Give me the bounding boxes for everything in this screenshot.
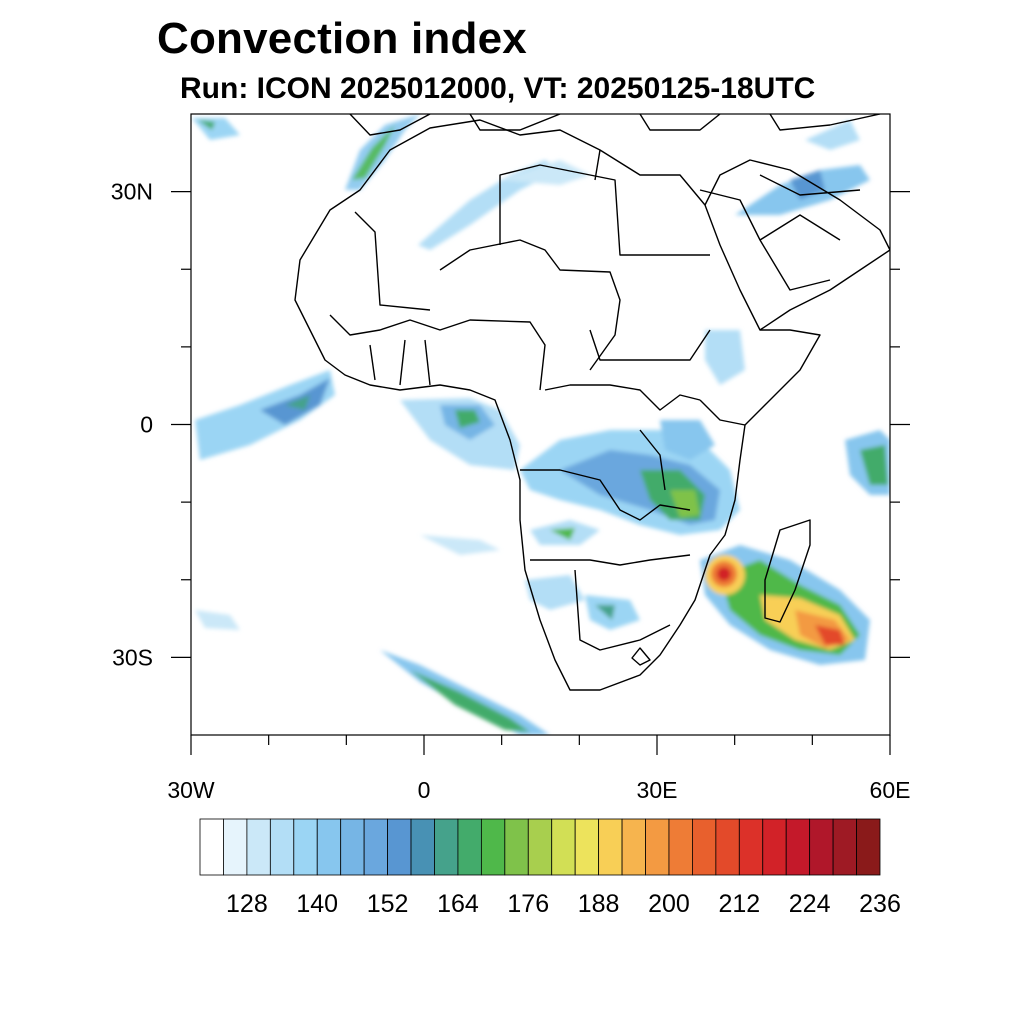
colorbar-label: 128 <box>226 890 268 918</box>
colorbar-swatch <box>340 818 365 876</box>
colorbar-swatch <box>457 818 482 876</box>
colorbar-swatch <box>832 818 857 876</box>
colorbar-swatch <box>387 818 412 876</box>
colorbar-swatch <box>363 818 388 876</box>
colorbar-swatch <box>527 818 553 876</box>
colorbar: 128 140 152 164 176 188 200 212 224 236 <box>199 818 901 918</box>
colorbar-swatch <box>223 818 248 876</box>
colorbar-swatch <box>762 818 787 876</box>
colorbar-label: 152 <box>367 890 409 918</box>
colorbar-label: 188 <box>578 890 620 918</box>
colorbar-swatch <box>551 818 576 876</box>
map-subtitle: Run: ICON 2025012000, VT: 20250125-18UTC <box>180 72 816 105</box>
colorbar-label: 140 <box>296 890 338 918</box>
x-tick-label: 30E <box>637 777 678 803</box>
colorbar-label: 224 <box>789 890 831 918</box>
colorbar-swatch <box>598 818 623 876</box>
colorbar-swatch <box>645 818 670 876</box>
colorbar-swatch <box>504 818 529 876</box>
colorbar-swatch <box>856 818 881 876</box>
map-title: Convection index <box>157 14 527 63</box>
colorbar-label: 200 <box>648 890 690 918</box>
colorbar-swatch <box>668 818 693 876</box>
colorbar-swatch <box>621 818 646 876</box>
colorbar-swatch <box>480 818 506 876</box>
axis-ticks <box>171 191 910 755</box>
colorbar-swatch <box>246 818 271 876</box>
colorbar-swatch <box>785 818 811 876</box>
colorbar-swatch <box>574 818 600 876</box>
colorbar-swatch <box>715 818 740 876</box>
y-tick-label: 0 <box>140 412 153 438</box>
colorbar-swatch <box>293 818 318 876</box>
colorbar-swatch <box>692 818 717 876</box>
colorbar-swatch <box>434 818 459 876</box>
colorbar-label: 236 <box>859 890 901 918</box>
colorbar-swatch <box>809 818 834 876</box>
colorbar-swatch <box>316 818 342 876</box>
axis-labels: 30W 0 30E 60E 30N 0 30S <box>111 179 911 803</box>
colorbar-label: 212 <box>718 890 760 918</box>
x-tick-label: 60E <box>870 777 911 803</box>
colorbar-swatch <box>738 818 764 876</box>
colorbar-swatch <box>410 818 435 876</box>
convection-field <box>192 114 890 735</box>
colorbar-label: 164 <box>437 890 479 918</box>
colorbar-label: 176 <box>507 890 549 918</box>
y-tick-label: 30N <box>111 179 153 205</box>
x-tick-label: 0 <box>418 777 431 803</box>
coastlines <box>294 114 890 691</box>
y-tick-label: 30S <box>112 644 153 670</box>
x-tick-label: 30W <box>167 777 215 803</box>
colorbar-swatch <box>199 818 224 876</box>
colorbar-swatch <box>269 818 295 876</box>
